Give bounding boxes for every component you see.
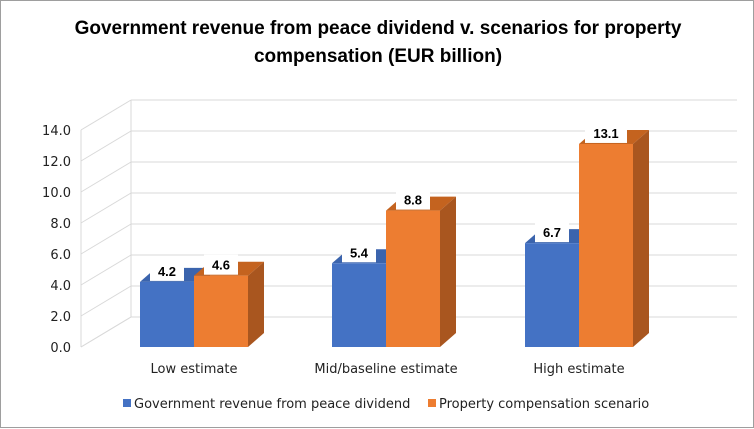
y-tick-label: 14.0 bbox=[42, 124, 71, 139]
legend-label: Government revenue from peace dividend bbox=[134, 397, 410, 412]
bar-side bbox=[633, 129, 649, 347]
gridline-side bbox=[80, 316, 132, 348]
gridline-side bbox=[80, 130, 132, 162]
bar-front bbox=[386, 210, 440, 347]
gridline-side bbox=[80, 192, 132, 224]
legend-swatch bbox=[123, 399, 131, 407]
gridline-side bbox=[80, 254, 132, 286]
data-label-box bbox=[535, 222, 569, 243]
gridline-side bbox=[80, 99, 132, 131]
y-tick-label: 12.0 bbox=[42, 155, 71, 170]
data-label-box bbox=[396, 189, 430, 210]
data-label: 6.7 bbox=[535, 222, 569, 243]
y-tick-label: 2.0 bbox=[50, 310, 71, 325]
data-label-box bbox=[342, 242, 376, 263]
data-label: 4.6 bbox=[204, 254, 238, 275]
bar-side bbox=[248, 261, 264, 347]
data-label-text: 4.6 bbox=[212, 258, 230, 273]
y-tick-label: 6.0 bbox=[50, 248, 71, 263]
legend-label: Property compensation scenario bbox=[439, 397, 649, 412]
bar-front bbox=[525, 243, 579, 347]
bar-side bbox=[440, 196, 456, 347]
bar-front bbox=[579, 143, 633, 347]
data-label-text: 5.4 bbox=[350, 245, 369, 260]
data-label: 13.1 bbox=[585, 122, 627, 143]
gridline-side bbox=[80, 285, 132, 317]
gridline-side bbox=[80, 223, 132, 255]
y-tick-label: 10.0 bbox=[42, 186, 71, 201]
bar bbox=[579, 129, 649, 347]
bar-front bbox=[332, 263, 386, 347]
category-label: Low estimate bbox=[151, 362, 238, 377]
data-label-box bbox=[204, 254, 238, 275]
category-label: High estimate bbox=[533, 362, 624, 377]
legend-item: Government revenue from peace dividend bbox=[123, 397, 410, 412]
data-label: 5.4 bbox=[342, 242, 376, 263]
gridline-side bbox=[80, 161, 132, 193]
bar bbox=[386, 196, 456, 347]
data-label: 4.2 bbox=[150, 260, 184, 281]
data-label: 8.8 bbox=[396, 189, 430, 210]
bar-front bbox=[140, 281, 194, 347]
y-tick-label: 4.0 bbox=[50, 279, 71, 294]
legend-item: Property compensation scenario bbox=[428, 397, 649, 412]
data-label-box bbox=[585, 122, 627, 143]
data-label-text: 4.2 bbox=[158, 264, 176, 279]
bar-front bbox=[194, 275, 248, 347]
legend-swatch bbox=[428, 399, 436, 407]
data-label-text: 6.7 bbox=[543, 225, 561, 240]
category-label: Mid/baseline estimate bbox=[314, 362, 457, 377]
data-label-text: 13.1 bbox=[593, 126, 618, 141]
y-tick-label: 8.0 bbox=[50, 217, 71, 232]
chart-title: Government revenue from peace dividend v… bbox=[74, 18, 682, 67]
data-label-text: 8.8 bbox=[404, 193, 422, 208]
y-tick-label: 0.0 bbox=[50, 341, 71, 356]
data-label-box bbox=[150, 260, 184, 281]
